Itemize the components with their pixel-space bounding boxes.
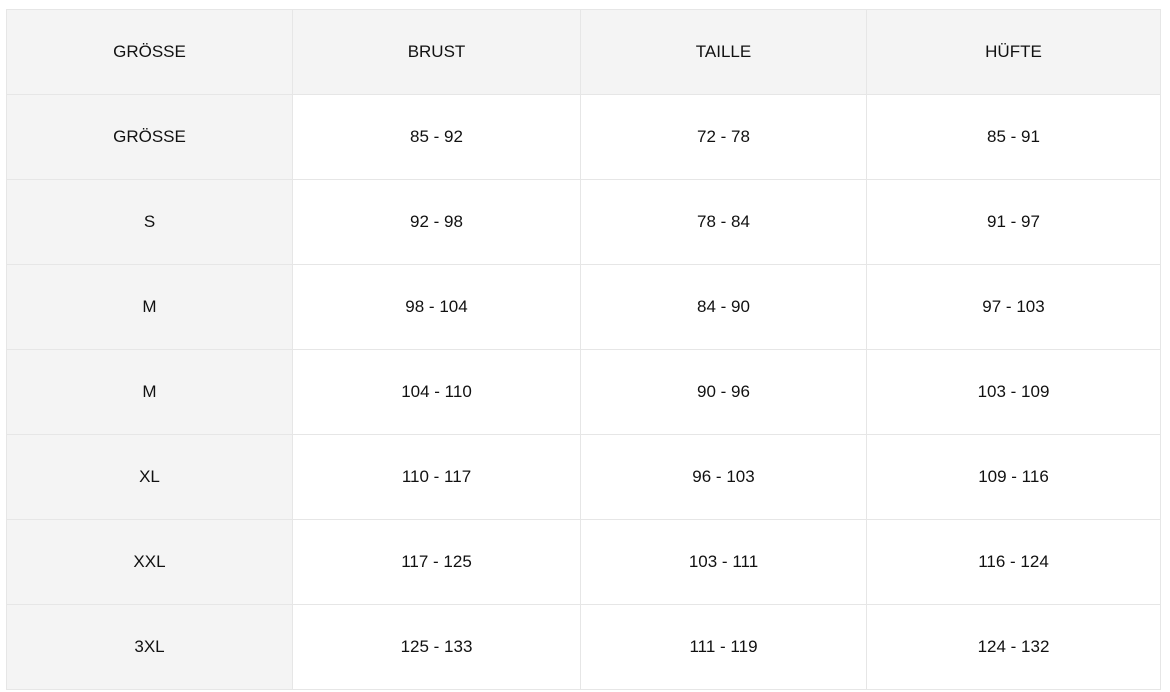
table-row: GRÖSSE 85 - 92 72 - 78 85 - 91	[6, 94, 1161, 180]
cell-size: M	[6, 264, 293, 350]
cell-size: GRÖSSE	[6, 94, 293, 180]
cell-chest: 85 - 92	[292, 94, 581, 180]
cell-waist: 78 - 84	[580, 179, 867, 265]
header-hip: HÜFTE	[866, 9, 1161, 95]
header-chest: BRUST	[292, 9, 581, 95]
cell-waist: 90 - 96	[580, 349, 867, 435]
table-row: S 92 - 98 78 - 84 91 - 97	[6, 179, 1161, 265]
cell-hip: 85 - 91	[866, 94, 1161, 180]
cell-waist: 72 - 78	[580, 94, 867, 180]
cell-hip: 97 - 103	[866, 264, 1161, 350]
size-chart-table: GRÖSSE BRUST TAILLE HÜFTE GRÖSSE 85 - 92 7…	[6, 9, 1161, 690]
cell-size: S	[6, 179, 293, 265]
cell-chest: 117 - 125	[292, 519, 581, 605]
cell-chest: 92 - 98	[292, 179, 581, 265]
cell-size: 3XL	[6, 604, 293, 690]
cell-hip: 103 - 109	[866, 349, 1161, 435]
cell-size: XL	[6, 434, 293, 520]
table-row: XXL 117 - 125 103 - 111 116 - 124	[6, 519, 1161, 605]
table-row: 3XL 125 - 133 111 - 119 124 - 132	[6, 604, 1161, 690]
cell-hip: 109 - 116	[866, 434, 1161, 520]
cell-chest: 104 - 110	[292, 349, 581, 435]
cell-waist: 84 - 90	[580, 264, 867, 350]
cell-waist: 111 - 119	[580, 604, 867, 690]
cell-hip: 124 - 132	[866, 604, 1161, 690]
cell-waist: 103 - 111	[580, 519, 867, 605]
header-size: GRÖSSE	[6, 9, 293, 95]
cell-chest: 110 - 117	[292, 434, 581, 520]
table-row: M 98 - 104 84 - 90 97 - 103	[6, 264, 1161, 350]
table-row: M 104 - 110 90 - 96 103 - 109	[6, 349, 1161, 435]
header-waist: TAILLE	[580, 9, 867, 95]
cell-size: M	[6, 349, 293, 435]
header-row: GRÖSSE BRUST TAILLE HÜFTE	[6, 9, 1161, 95]
cell-hip: 116 - 124	[866, 519, 1161, 605]
cell-size: XXL	[6, 519, 293, 605]
cell-chest: 98 - 104	[292, 264, 581, 350]
table-row: XL 110 - 117 96 - 103 109 - 116	[6, 434, 1161, 520]
cell-waist: 96 - 103	[580, 434, 867, 520]
cell-chest: 125 - 133	[292, 604, 581, 690]
cell-hip: 91 - 97	[866, 179, 1161, 265]
